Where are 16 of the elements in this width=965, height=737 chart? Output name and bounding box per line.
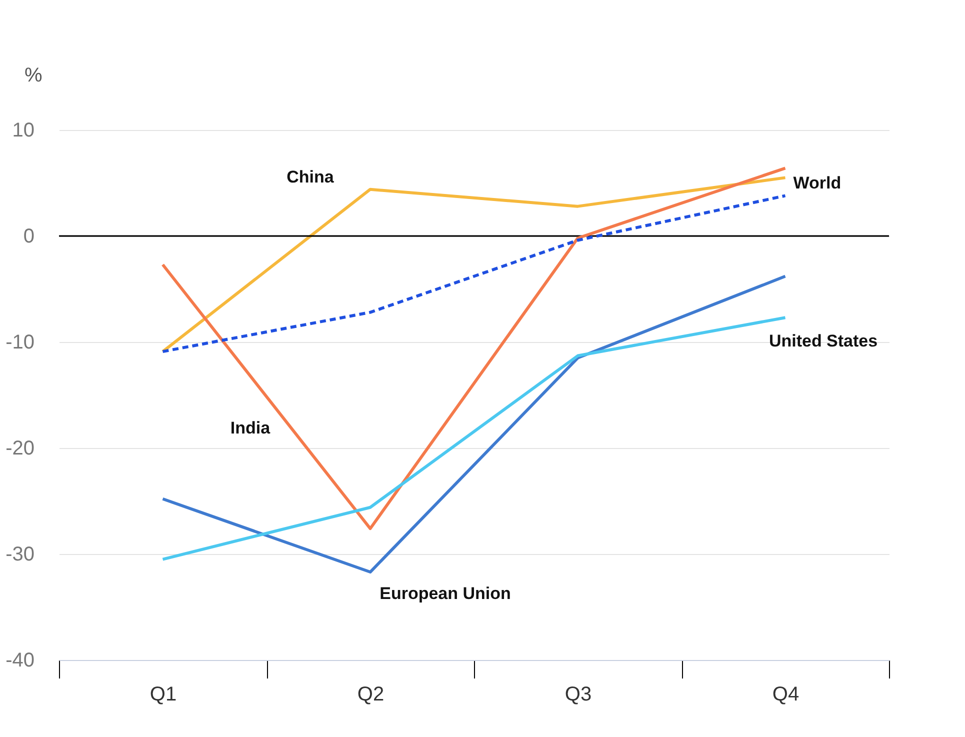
series-label: India: [230, 418, 271, 438]
y-tick-label: -10: [6, 332, 34, 354]
series-label: United States: [768, 332, 878, 351]
x-tick-label: Q1: [150, 684, 177, 706]
y-axis-title: %: [24, 64, 42, 86]
x-tick-label: Q4: [772, 684, 800, 706]
series-label: China: [286, 167, 334, 186]
y-tick-label: -20: [6, 438, 34, 460]
x-tick-label: Q2: [357, 684, 384, 706]
y-tick-label: -40: [6, 650, 34, 672]
y-tick-label: 0: [23, 226, 34, 248]
series-label: European Union: [380, 584, 511, 604]
series-label: World: [793, 174, 842, 193]
y-tick-label: -30: [6, 544, 34, 566]
x-tick-label: Q3: [564, 684, 592, 706]
y-tick-label: 10: [12, 120, 34, 142]
